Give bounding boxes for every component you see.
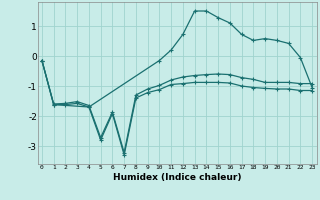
X-axis label: Humidex (Indice chaleur): Humidex (Indice chaleur) (113, 173, 242, 182)
